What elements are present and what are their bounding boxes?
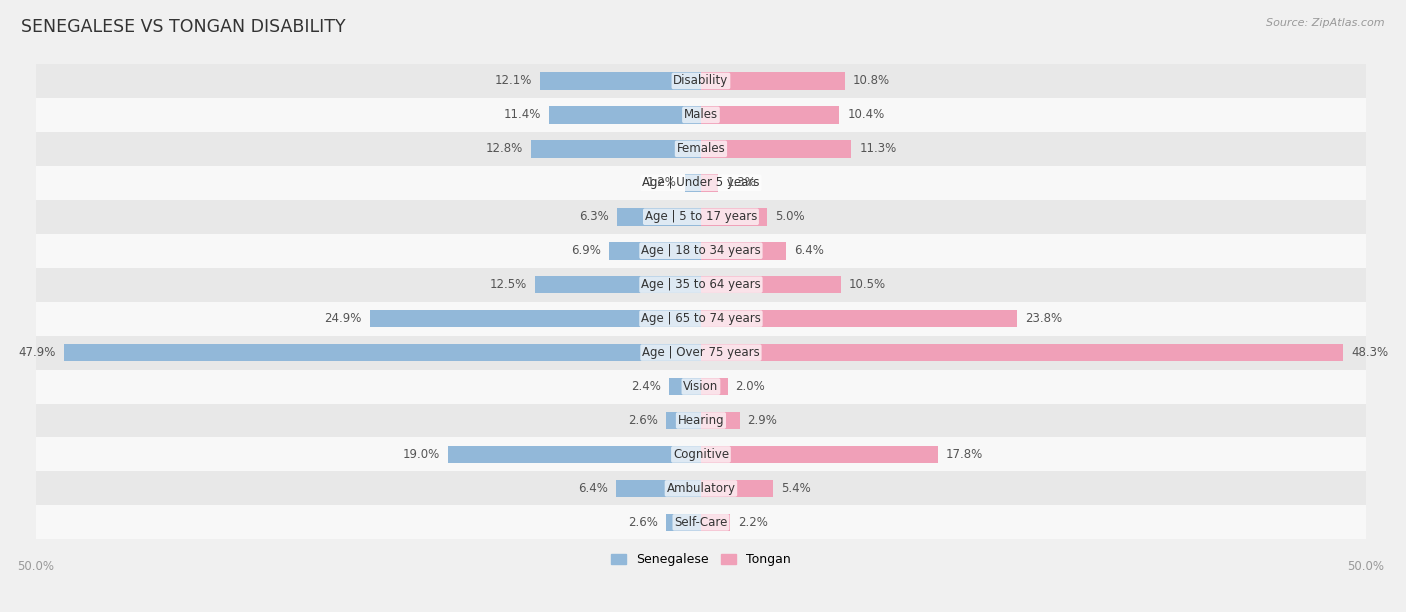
FancyBboxPatch shape: [37, 132, 1365, 166]
Bar: [702, 242, 786, 259]
FancyBboxPatch shape: [37, 98, 1365, 132]
Text: 2.6%: 2.6%: [628, 516, 658, 529]
Text: 2.6%: 2.6%: [628, 414, 658, 427]
Text: Males: Males: [683, 108, 718, 121]
Bar: [370, 310, 702, 327]
Text: Females: Females: [676, 143, 725, 155]
FancyBboxPatch shape: [37, 234, 1365, 267]
Text: SENEGALESE VS TONGAN DISABILITY: SENEGALESE VS TONGAN DISABILITY: [21, 18, 346, 36]
Text: 11.3%: 11.3%: [859, 143, 897, 155]
Bar: [702, 412, 740, 429]
Text: 1.2%: 1.2%: [647, 176, 678, 189]
Bar: [702, 174, 718, 192]
Text: 10.5%: 10.5%: [849, 278, 886, 291]
FancyBboxPatch shape: [37, 471, 1365, 506]
Text: Disability: Disability: [673, 75, 728, 88]
Bar: [702, 310, 1018, 327]
Text: 50.0%: 50.0%: [1347, 560, 1385, 573]
Text: Age | 18 to 34 years: Age | 18 to 34 years: [641, 244, 761, 257]
Text: 12.5%: 12.5%: [489, 278, 527, 291]
FancyBboxPatch shape: [37, 200, 1365, 234]
Text: 24.9%: 24.9%: [325, 312, 361, 325]
Text: 50.0%: 50.0%: [17, 560, 55, 573]
Bar: [685, 174, 702, 192]
Bar: [616, 480, 702, 497]
Bar: [702, 446, 938, 463]
Text: 6.9%: 6.9%: [571, 244, 602, 257]
Text: 11.4%: 11.4%: [503, 108, 541, 121]
Text: 5.4%: 5.4%: [780, 482, 810, 495]
Text: Age | 35 to 64 years: Age | 35 to 64 years: [641, 278, 761, 291]
Bar: [702, 378, 727, 395]
Text: Age | 5 to 17 years: Age | 5 to 17 years: [645, 211, 758, 223]
Bar: [702, 72, 845, 90]
Text: 10.4%: 10.4%: [848, 108, 884, 121]
Bar: [540, 72, 702, 90]
Text: 10.8%: 10.8%: [852, 75, 890, 88]
FancyBboxPatch shape: [37, 403, 1365, 438]
Bar: [449, 446, 702, 463]
Text: 6.4%: 6.4%: [578, 482, 607, 495]
Text: 17.8%: 17.8%: [946, 448, 983, 461]
Bar: [617, 208, 702, 226]
Text: 19.0%: 19.0%: [404, 448, 440, 461]
Bar: [702, 208, 768, 226]
Bar: [666, 412, 702, 429]
Bar: [669, 378, 702, 395]
Bar: [666, 513, 702, 531]
FancyBboxPatch shape: [37, 166, 1365, 200]
Bar: [534, 276, 702, 294]
Text: 6.4%: 6.4%: [794, 244, 824, 257]
Text: 1.3%: 1.3%: [727, 176, 756, 189]
FancyBboxPatch shape: [37, 335, 1365, 370]
Bar: [702, 480, 773, 497]
Text: Self-Care: Self-Care: [675, 516, 728, 529]
Text: Vision: Vision: [683, 380, 718, 393]
Text: 6.3%: 6.3%: [579, 211, 609, 223]
Text: Ambulatory: Ambulatory: [666, 482, 735, 495]
Bar: [609, 242, 702, 259]
Text: 5.0%: 5.0%: [776, 211, 806, 223]
Text: Age | Over 75 years: Age | Over 75 years: [643, 346, 759, 359]
Bar: [702, 276, 841, 294]
Text: 2.2%: 2.2%: [738, 516, 768, 529]
Text: 2.4%: 2.4%: [631, 380, 661, 393]
FancyBboxPatch shape: [37, 267, 1365, 302]
FancyBboxPatch shape: [37, 506, 1365, 539]
Text: Age | 65 to 74 years: Age | 65 to 74 years: [641, 312, 761, 325]
Text: Age | Under 5 years: Age | Under 5 years: [643, 176, 759, 189]
Bar: [550, 106, 702, 124]
Text: Cognitive: Cognitive: [673, 448, 728, 461]
Text: 23.8%: 23.8%: [1025, 312, 1063, 325]
Bar: [702, 513, 730, 531]
Bar: [702, 106, 839, 124]
FancyBboxPatch shape: [37, 370, 1365, 403]
FancyBboxPatch shape: [37, 302, 1365, 335]
Bar: [702, 140, 851, 158]
Legend: Senegalese, Tongan: Senegalese, Tongan: [612, 553, 792, 566]
Bar: [702, 344, 1343, 362]
Text: 47.9%: 47.9%: [18, 346, 56, 359]
Bar: [63, 344, 702, 362]
Text: 2.0%: 2.0%: [735, 380, 765, 393]
Text: 12.1%: 12.1%: [495, 75, 531, 88]
FancyBboxPatch shape: [37, 438, 1365, 471]
FancyBboxPatch shape: [37, 64, 1365, 98]
Text: 12.8%: 12.8%: [485, 143, 523, 155]
Text: Source: ZipAtlas.com: Source: ZipAtlas.com: [1267, 18, 1385, 28]
Text: Hearing: Hearing: [678, 414, 724, 427]
Text: 2.9%: 2.9%: [748, 414, 778, 427]
Bar: [530, 140, 702, 158]
Text: 48.3%: 48.3%: [1351, 346, 1388, 359]
